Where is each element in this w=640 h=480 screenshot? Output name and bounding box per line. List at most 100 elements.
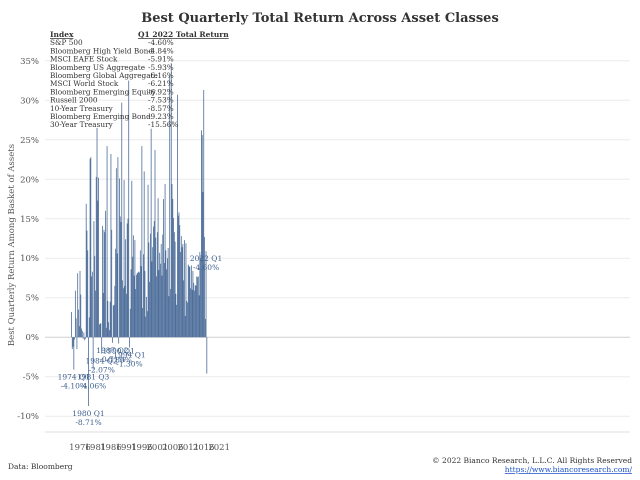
bar — [204, 236, 205, 338]
bar — [179, 225, 181, 338]
bar — [97, 200, 99, 338]
bar — [170, 63, 172, 338]
bar — [78, 309, 79, 338]
bar — [181, 247, 183, 338]
bar — [173, 232, 175, 338]
bar — [91, 276, 93, 338]
bar — [76, 337, 78, 350]
bar — [172, 199, 174, 338]
bar — [79, 270, 81, 338]
bar — [114, 285, 116, 338]
bar — [167, 247, 169, 338]
bar — [94, 255, 96, 338]
callout-quarter-label: 1974 Q1 — [58, 373, 90, 382]
table-row-value: -7.53% — [148, 96, 174, 105]
table-row-name: Bloomberg Global Aggregate — [50, 71, 158, 80]
bar — [146, 311, 148, 338]
x-tick-label: 1996 — [131, 443, 153, 453]
callout-quarter-label: 1994 Q1 — [113, 350, 145, 359]
x-tick-label: 1976 — [69, 443, 91, 453]
bar — [149, 233, 151, 338]
bar — [195, 285, 197, 338]
bar — [139, 250, 141, 338]
x-tick-label: 2006 — [162, 443, 184, 453]
bar — [120, 221, 122, 338]
x-tick-label: 1986 — [100, 443, 122, 453]
bar — [74, 337, 75, 340]
bar — [110, 153, 112, 338]
y-tick-label: 10% — [20, 254, 39, 264]
bar — [202, 191, 204, 338]
bar — [199, 251, 201, 338]
bar — [185, 243, 187, 338]
bar — [152, 247, 154, 338]
bar — [148, 242, 150, 338]
callout-quarter-label: 1987 Q2 — [96, 346, 129, 355]
bar — [111, 229, 113, 338]
bar — [102, 225, 103, 338]
bar — [119, 178, 120, 338]
callout-quarter-label: 1980 Q1 — [72, 409, 104, 418]
callout-quarter-label: 1990 Q1 — [102, 347, 134, 356]
bar — [81, 328, 82, 338]
bar — [132, 235, 134, 338]
bar — [73, 337, 75, 370]
bar — [183, 240, 185, 338]
bar — [201, 130, 202, 338]
y-tick-label: -10% — [17, 412, 39, 422]
bar — [134, 240, 136, 338]
bar — [127, 218, 129, 338]
bar — [95, 290, 96, 338]
bar — [74, 290, 76, 338]
bar — [122, 280, 123, 338]
table-row-value: -5.91% — [148, 55, 174, 64]
bar — [85, 203, 87, 338]
bar — [165, 250, 167, 338]
y-tick-label: 20% — [20, 175, 39, 185]
bar — [176, 304, 178, 338]
bar — [133, 275, 135, 338]
table-row-value: -9.23% — [148, 112, 174, 121]
bar — [72, 337, 74, 347]
bar — [85, 337, 86, 339]
bar — [84, 337, 86, 341]
bar — [98, 324, 100, 338]
bar — [116, 253, 118, 338]
bar — [119, 216, 121, 338]
bar — [205, 251, 207, 338]
bar — [147, 184, 149, 338]
callout-value-label: -8.71% — [75, 418, 101, 427]
bar — [166, 258, 168, 338]
y-axis: -10% -5% 0% 5% 10% 15% 20% 25% 30% 35% — [17, 57, 39, 422]
bar — [156, 232, 158, 338]
bar — [178, 212, 180, 338]
bar — [98, 177, 99, 338]
bar — [190, 288, 191, 338]
table-row-name: Bloomberg High Yield Bond — [50, 46, 153, 55]
bar — [197, 276, 199, 338]
bar — [175, 293, 177, 338]
bar — [180, 236, 182, 338]
bar — [187, 302, 188, 338]
website-link[interactable]: https://www.biancoresearch.com/ — [505, 465, 633, 474]
bar — [150, 128, 152, 338]
x-tick-label: 1981 — [85, 443, 107, 453]
table-row-name: MSCI World Stock — [50, 79, 119, 88]
bar — [156, 276, 157, 338]
table-row-name: S&P 500 — [50, 38, 83, 47]
bar — [158, 270, 160, 338]
bar — [104, 232, 106, 338]
bar — [177, 215, 179, 338]
bar — [71, 311, 72, 338]
bar — [87, 250, 89, 338]
callout-value-label: -0.71% — [99, 355, 125, 364]
bar — [125, 239, 127, 338]
bar — [161, 275, 163, 338]
bar — [128, 80, 130, 338]
bar — [139, 272, 140, 338]
table-row-name: Bloomberg US Aggregate — [50, 63, 145, 72]
bar — [170, 289, 171, 338]
bar — [196, 276, 198, 338]
bar — [143, 254, 144, 338]
bar — [153, 221, 155, 338]
